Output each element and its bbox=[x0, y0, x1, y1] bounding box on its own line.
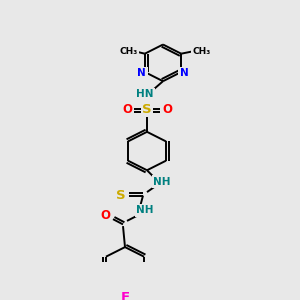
Text: O: O bbox=[100, 209, 110, 222]
Text: N: N bbox=[137, 68, 146, 78]
Text: O: O bbox=[162, 103, 172, 116]
Text: O: O bbox=[122, 103, 132, 116]
Text: NH: NH bbox=[153, 177, 171, 187]
Text: N: N bbox=[180, 68, 189, 78]
Text: CH₃: CH₃ bbox=[120, 46, 138, 56]
Text: S: S bbox=[142, 103, 152, 116]
Text: NH: NH bbox=[136, 206, 154, 215]
Text: F: F bbox=[120, 291, 130, 300]
Text: HN: HN bbox=[136, 89, 154, 99]
Text: CH₃: CH₃ bbox=[192, 46, 210, 56]
Text: S: S bbox=[116, 189, 126, 202]
